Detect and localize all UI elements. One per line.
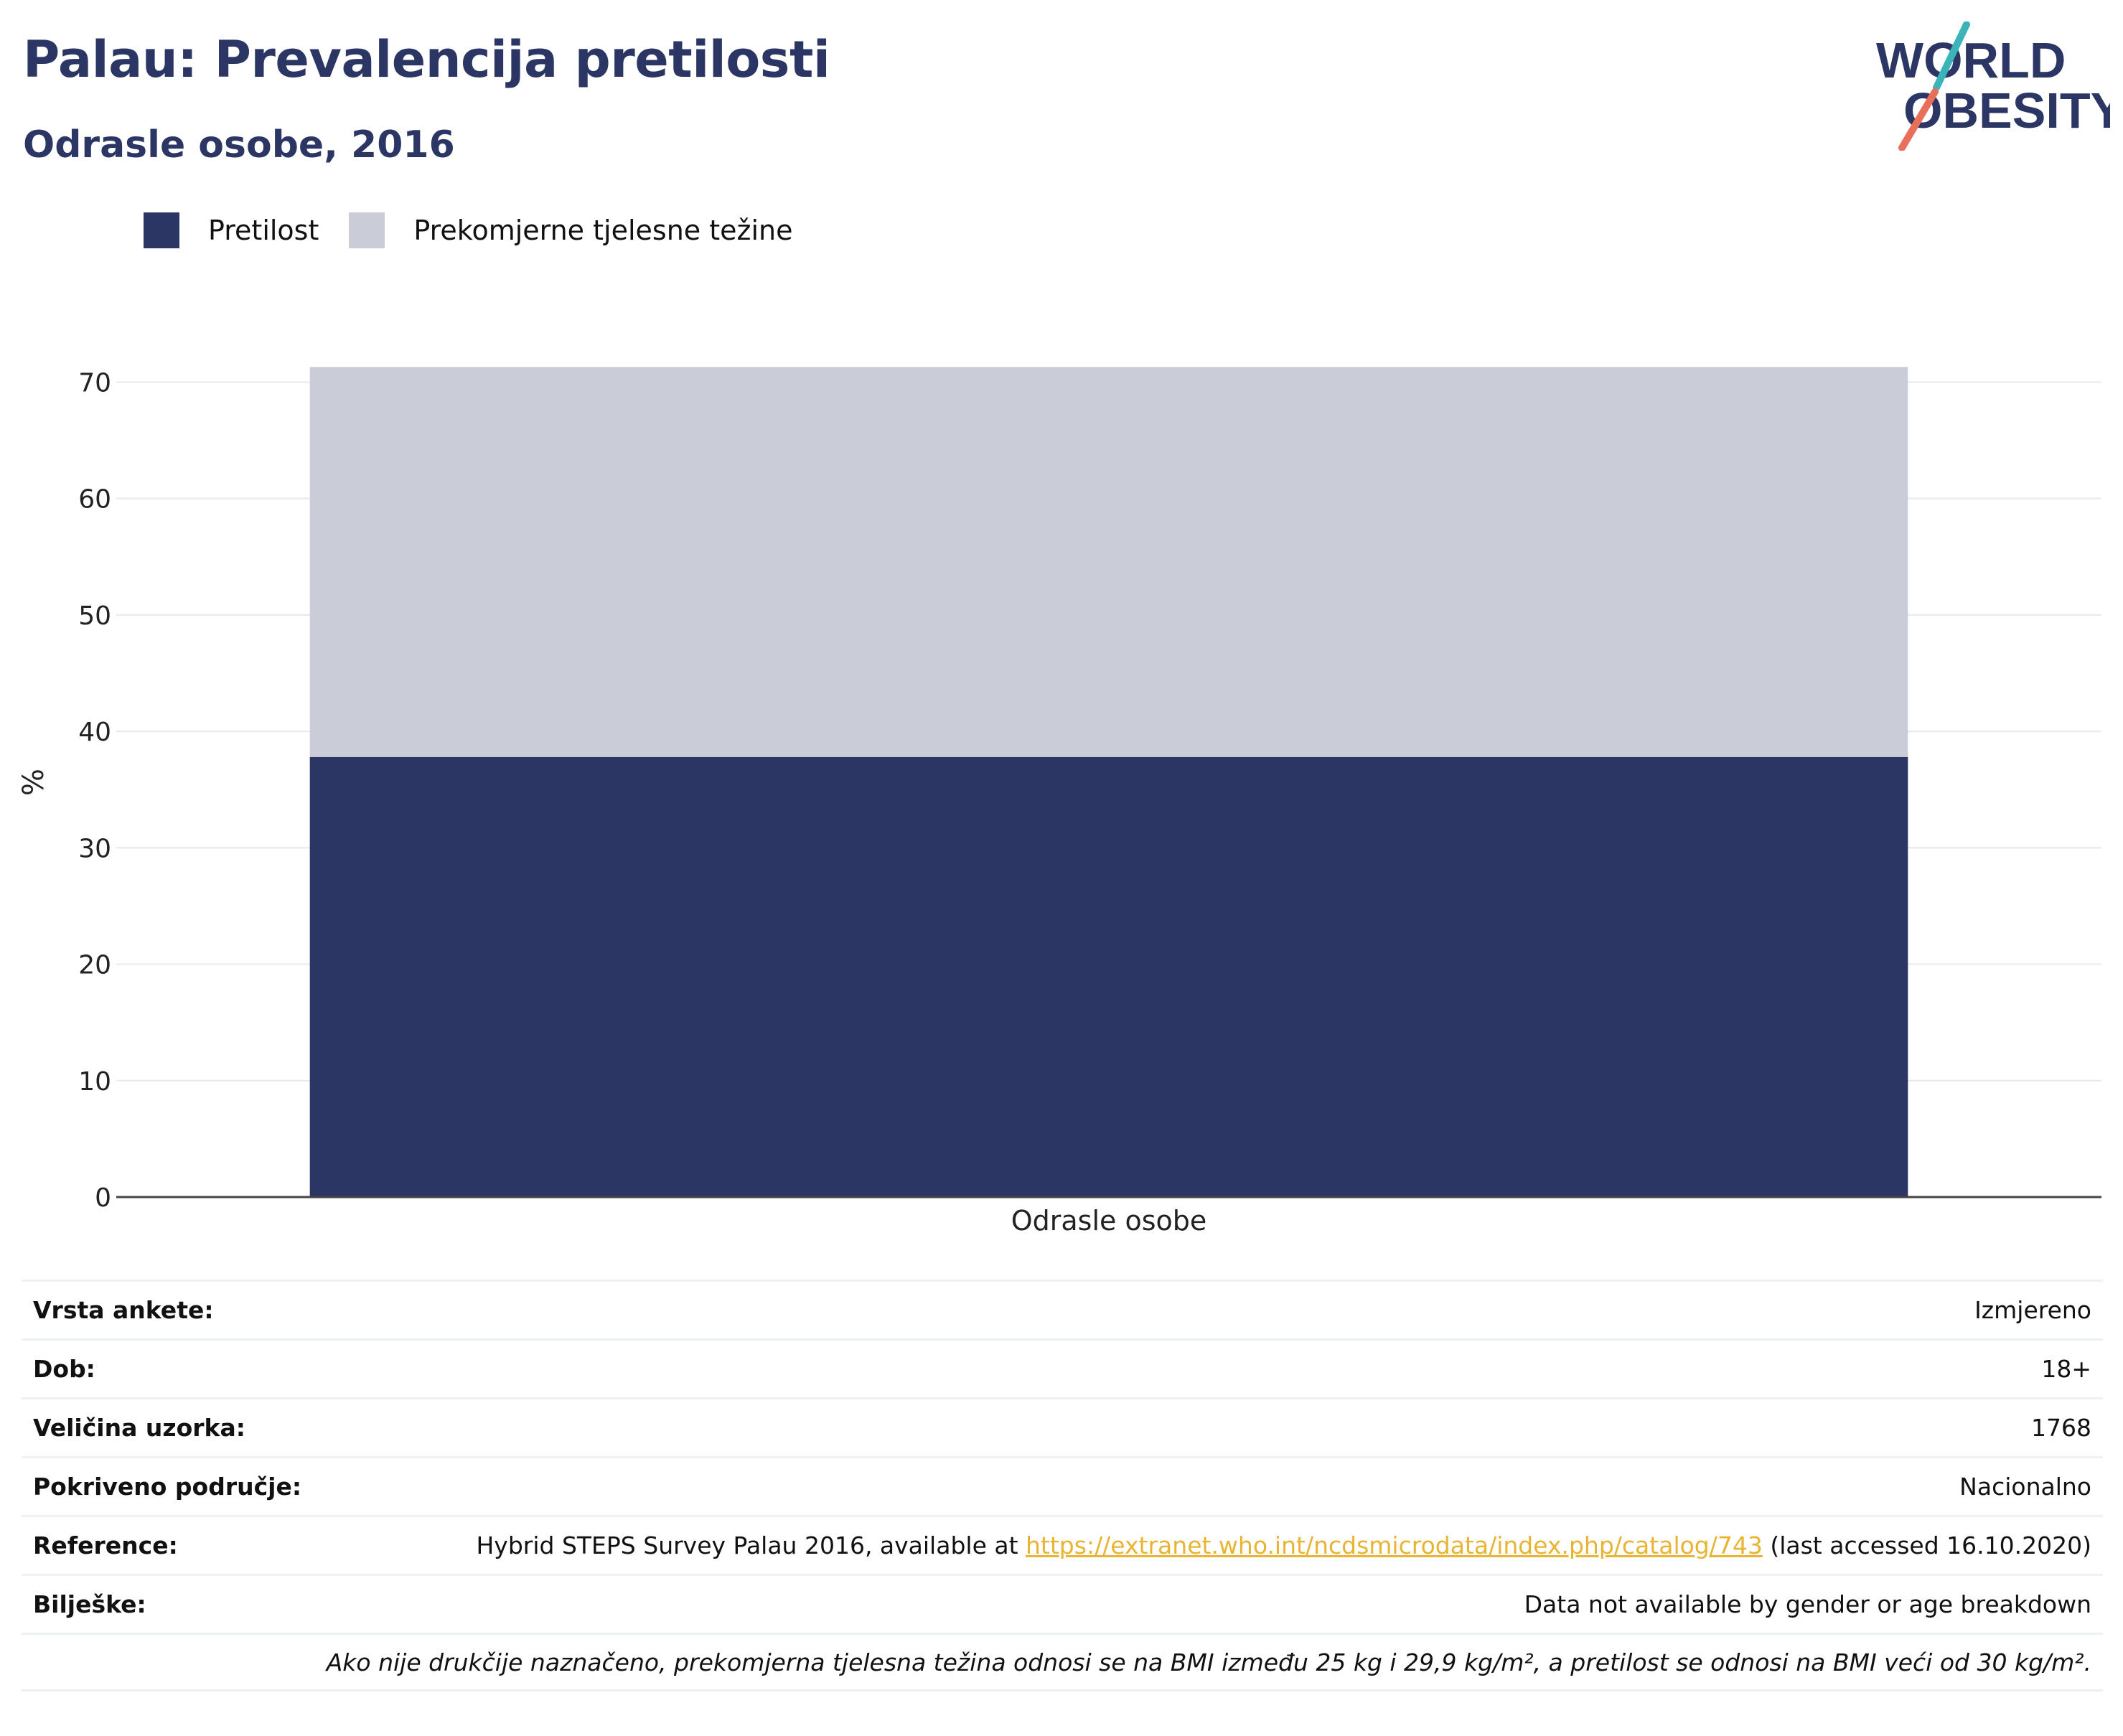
y-tick-label: 0 <box>95 1183 111 1213</box>
y-tick-label: 60 <box>78 485 111 515</box>
reference-value: Hybrid STEPS Survey Palau 2016, availabl… <box>476 1531 2091 1559</box>
info-label: Bilješke: <box>33 1590 146 1618</box>
bar-segment-overweight <box>309 367 1908 757</box>
y-axis-title: % <box>17 769 50 796</box>
info-label: Veličina uzorka: <box>33 1414 245 1442</box>
legend-label-obesity: Pretilost <box>208 215 319 246</box>
info-label: Vrsta ankete: <box>33 1296 214 1324</box>
survey-info-table: Vrsta ankete: Izmjereno Dob: 18+ Veličin… <box>22 1280 2103 1692</box>
info-row-area-covered: Pokriveno područje: Nacionalno <box>22 1456 2103 1515</box>
x-tick-label: Odrasle osobe <box>1011 1205 1207 1237</box>
info-value: Data not available by gender or age brea… <box>1524 1590 2091 1618</box>
legend-swatch-obesity <box>144 212 179 248</box>
bar-chart: 0 10 20 30 40 50 60 70 Odrasle osobe% <box>17 367 2101 1237</box>
logo-slash-red <box>1898 88 1939 151</box>
info-row-sample-size: Veličina uzorka: 1768 <box>22 1397 2103 1456</box>
info-label: Pokriveno područje: <box>33 1473 302 1501</box>
info-value: Nacionalno <box>1959 1473 2091 1501</box>
logo-word-1: WORLD <box>1876 32 2066 88</box>
bar-segment-obesity <box>309 756 1908 1197</box>
info-row-references: Reference: Hybrid STEPS Survey Palau 201… <box>22 1515 2103 1574</box>
reference-link[interactable]: https://extranet.who.int/ncdsmicrodata/i… <box>1026 1531 1763 1559</box>
legend-item-obesity[interactable]: Pretilost <box>144 212 319 248</box>
y-tick-label: 10 <box>78 1067 111 1097</box>
world-obesity-logo: WORLD OBESITY <box>1876 22 2110 151</box>
y-tick-label: 40 <box>78 718 111 747</box>
info-value: 18+ <box>2041 1355 2091 1383</box>
y-tick-label: 50 <box>78 601 111 631</box>
reference-prefix: Hybrid STEPS Survey Palau 2016, availabl… <box>476 1531 1026 1559</box>
logo-slash-teal <box>1933 22 1970 91</box>
reference-suffix: (last accessed 16.10.2020) <box>1762 1531 2091 1559</box>
page-subtitle: Odrasle osobe, 2016 <box>23 123 455 166</box>
info-row-footnote: Ako nije drukčije naznačeno, prekomjerna… <box>22 1633 2103 1692</box>
y-tick-label: 20 <box>78 951 111 980</box>
info-row-survey-type: Vrsta ankete: Izmjereno <box>22 1280 2103 1338</box>
info-row-notes: Bilješke: Data not available by gender o… <box>22 1574 2103 1633</box>
y-tick-label: 70 <box>78 368 111 398</box>
page-title: Palau: Prevalencija pretilosti <box>23 30 830 89</box>
chart-legend: Pretilost Prekomjerne tjelesne težine <box>144 212 823 248</box>
legend-swatch-overweight <box>349 212 385 248</box>
info-label: Dob: <box>33 1355 95 1383</box>
info-row-age: Dob: 18+ <box>22 1338 2103 1397</box>
y-tick-label: 30 <box>78 834 111 863</box>
info-label: Reference: <box>33 1531 178 1559</box>
legend-label-overweight: Prekomjerne tjelesne težine <box>413 215 793 246</box>
legend-item-overweight[interactable]: Prekomjerne tjelesne težine <box>349 212 793 248</box>
info-value: 1768 <box>2031 1414 2091 1442</box>
footnote-text: Ako nije drukčije naznačeno, prekomjerna… <box>326 1648 2091 1676</box>
info-value: Izmjereno <box>1974 1296 2091 1324</box>
